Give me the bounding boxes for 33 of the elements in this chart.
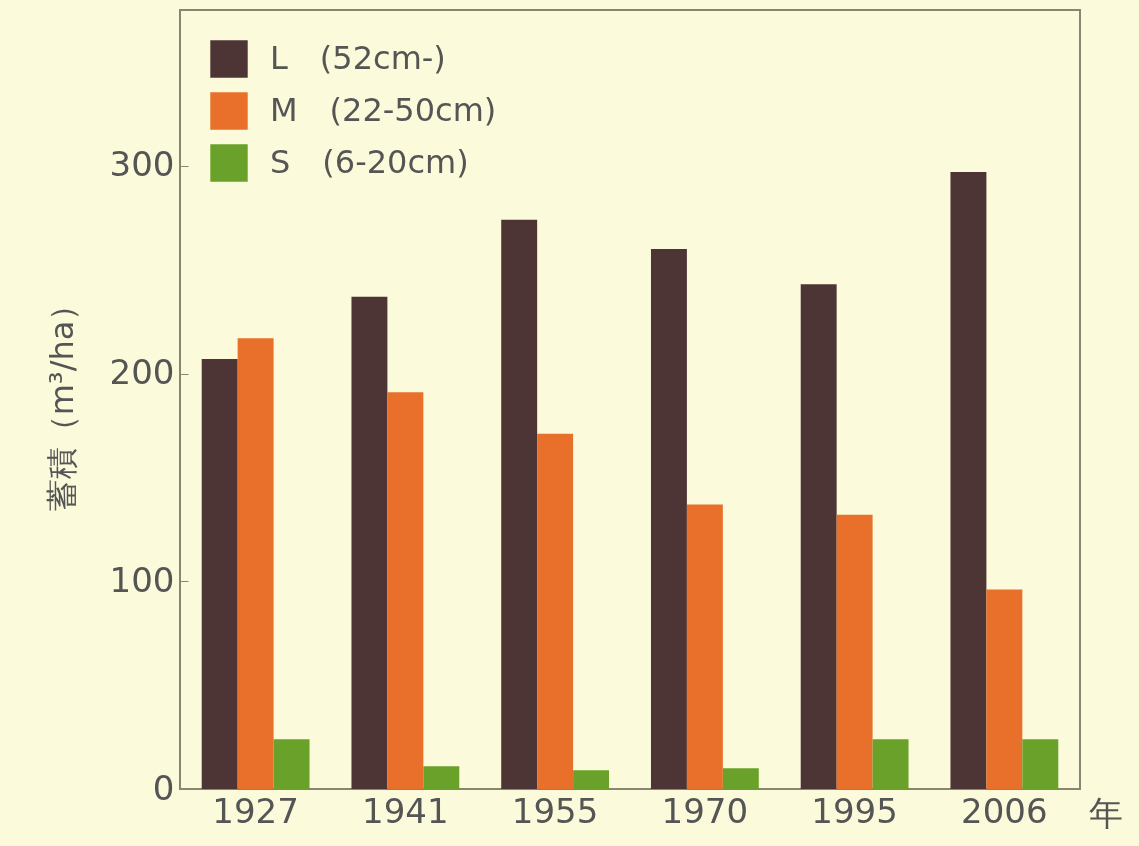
bar xyxy=(273,739,310,789)
bar xyxy=(573,770,610,789)
bar xyxy=(872,739,909,789)
legend-label: S (6-20cm) xyxy=(270,143,469,181)
bar xyxy=(836,514,873,789)
bar xyxy=(387,392,424,789)
x-tick-label: 1927 xyxy=(212,790,299,831)
bar xyxy=(1022,739,1059,789)
bar xyxy=(986,589,1023,789)
y-tick-label: 0 xyxy=(152,767,175,808)
x-axis-title: 年 xyxy=(1088,792,1123,833)
bar xyxy=(686,504,723,789)
x-tick-label: 1995 xyxy=(811,790,898,831)
bar xyxy=(501,219,538,789)
bar xyxy=(423,766,460,789)
y-axis-title: 蓄積（m³/ha） xyxy=(42,288,81,512)
y-tick-label: 100 xyxy=(109,559,175,600)
bar xyxy=(950,172,987,789)
bar xyxy=(201,358,238,789)
bar xyxy=(722,768,759,789)
bar xyxy=(800,284,837,789)
bar xyxy=(351,296,388,789)
x-tick-label: 1941 xyxy=(362,790,449,831)
bar xyxy=(537,433,574,789)
x-tick-label: 1970 xyxy=(661,790,749,831)
bar xyxy=(237,338,274,789)
x-tick-label: 2006 xyxy=(961,790,1048,831)
x-tick-label: 1955 xyxy=(511,790,599,831)
bar xyxy=(650,248,687,789)
y-tick-label: 200 xyxy=(109,352,175,393)
legend-label: M (22-50cm) xyxy=(270,91,497,129)
legend-label: L (52cm-) xyxy=(270,39,446,77)
y-tick-label: 300 xyxy=(109,144,175,185)
